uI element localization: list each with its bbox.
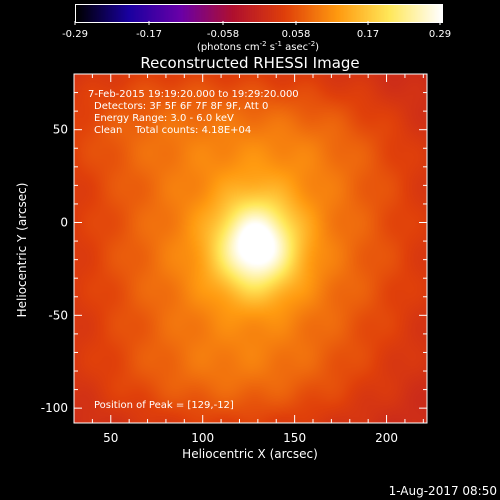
y-tick-label: 0	[60, 216, 68, 230]
colorbar-tick-label: 0.29	[429, 29, 451, 40]
y-tick-label: -100	[41, 401, 68, 415]
y-tick-label: -50	[48, 308, 68, 322]
timestamp: 1-Aug-2017 08:50	[389, 484, 497, 498]
colorbar-tick-label: 0.058	[282, 29, 311, 40]
x-tick-label: 200	[375, 431, 398, 445]
colorbar-ticks: -0.29 -0.17 -0.058 0.058 0.17 0.29	[62, 21, 451, 40]
heatmap-image	[74, 74, 427, 423]
colorbar-tick-label: -0.17	[136, 29, 162, 40]
x-axis-ticks: 50 100 150 200	[103, 431, 398, 445]
colorbar-gradient	[75, 4, 443, 23]
y-tick-label: 50	[53, 123, 68, 137]
x-tick-label: 50	[103, 431, 118, 445]
x-axis-label: Heliocentric X (arcsec)	[182, 447, 318, 461]
x-tick-label: 100	[191, 431, 214, 445]
x-tick-label: 150	[283, 431, 306, 445]
colorbar-unit-label: (photons cm-2 s-1 asec-2)	[197, 40, 319, 53]
colorbar-tick-label: -0.29	[62, 29, 88, 40]
colorbar-tick-label: -0.058	[207, 29, 239, 40]
chart-title: Reconstructed RHESSI Image	[140, 54, 359, 72]
y-axis-label: Heliocentric Y (arcsec)	[15, 183, 29, 318]
colorbar-tick-label: 0.17	[357, 29, 379, 40]
y-axis-ticks: -100 -50 0 50	[41, 123, 68, 415]
